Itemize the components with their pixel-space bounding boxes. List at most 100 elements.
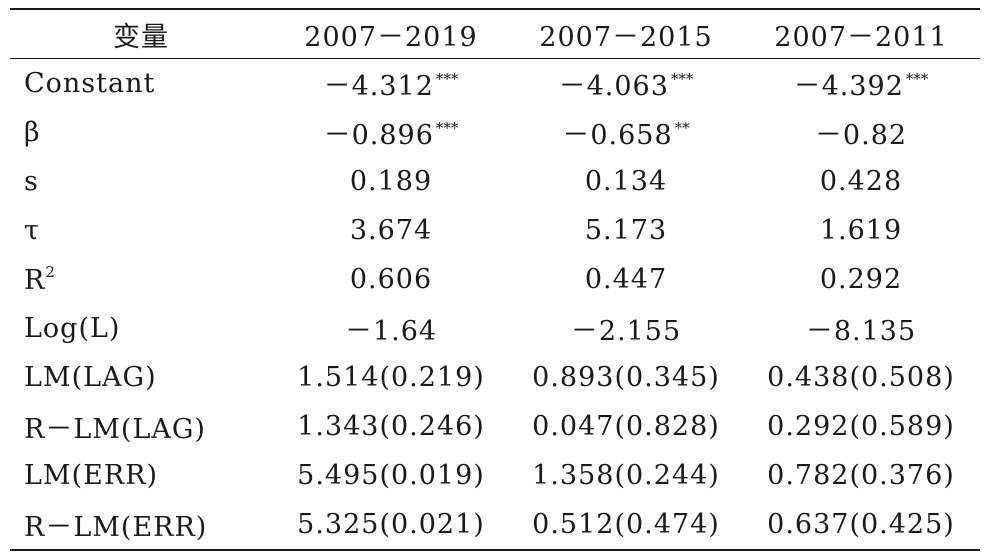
table-row: LM(ERR) 5.495(0.019) 1.358(0.244) 0.782(0.3… bbox=[10, 451, 980, 500]
variable-name: Log(L) bbox=[24, 313, 121, 344]
variable-name: R bbox=[24, 265, 46, 296]
cell-value: －0.658 bbox=[562, 120, 673, 151]
table-cell: 0.512(0.474) bbox=[510, 500, 742, 550]
cell-value: 0.893(0.345) bbox=[532, 362, 720, 393]
significance-stars: ** bbox=[674, 119, 690, 137]
table-cell: －4.392 *** bbox=[742, 59, 980, 109]
table-cell: 0.447 bbox=[510, 255, 742, 304]
table-cell: 0.637(0.425) bbox=[742, 500, 980, 550]
table-row: R－LM(ERR) 5.325(0.021) 0.512(0.474) 0.637(0… bbox=[10, 500, 980, 550]
row-variable-label: LM(LAG) bbox=[10, 353, 272, 402]
table-row: τ 3.674 5.173 1.619 bbox=[10, 206, 980, 255]
cell-value: 0.447 bbox=[584, 264, 668, 295]
regression-table: 变量 2007－2019 2007－2015 2007－2011 Constan… bbox=[10, 8, 980, 551]
variable-name: R－LM(ERR) bbox=[24, 512, 208, 543]
table-row: R2 0.606 0.447 0.292 bbox=[10, 255, 980, 304]
table-cell: －0.896 *** bbox=[272, 108, 510, 157]
table-cell: 5.495(0.019) bbox=[272, 451, 510, 500]
table-cell: 1.343(0.246) bbox=[272, 402, 510, 451]
table-cell: 3.674 bbox=[272, 206, 510, 255]
header-period-2007-2011: 2007－2011 bbox=[774, 21, 948, 53]
table-cell: 1.619 bbox=[742, 206, 980, 255]
row-variable-label: R－LM(ERR) bbox=[10, 500, 272, 550]
cell-value: 0.292(0.589) bbox=[767, 411, 955, 442]
significance-stars: *** bbox=[670, 70, 694, 88]
cell-value: －1.64 bbox=[344, 316, 438, 347]
significance-stars: *** bbox=[905, 70, 929, 88]
cell-value: 3.674 bbox=[349, 215, 433, 246]
cell-value: 1.619 bbox=[819, 215, 903, 246]
cell-value: 0.637(0.425) bbox=[767, 509, 955, 540]
table-cell: 5.173 bbox=[510, 206, 742, 255]
table-row: β －0.896 *** －0.658 ** －0.82 bbox=[10, 108, 980, 157]
cell-value: 0.047(0.828) bbox=[532, 411, 720, 442]
table-cell: －4.063 *** bbox=[510, 59, 742, 109]
cell-value: 1.343(0.246) bbox=[297, 411, 485, 442]
cell-value: －8.135 bbox=[805, 316, 917, 347]
table-body: Constant －4.312 *** －4.063 *** －4.392 *** β －0.8… bbox=[10, 59, 980, 550]
table-cell: 0.438(0.508) bbox=[742, 353, 980, 402]
table-cell: －0.658 ** bbox=[510, 108, 742, 157]
table-row: R－LM(LAG) 1.343(0.246) 0.047(0.828) 0.292(0… bbox=[10, 402, 980, 451]
table-cell: 5.325(0.021) bbox=[272, 500, 510, 550]
table-cell: －2.155 bbox=[510, 304, 742, 353]
cell-value: 0.189 bbox=[349, 166, 433, 197]
cell-value: 5.495(0.019) bbox=[297, 460, 485, 491]
table-cell: －1.64 bbox=[272, 304, 510, 353]
cell-value: －2.155 bbox=[570, 316, 682, 347]
table-cell: 0.606 bbox=[272, 255, 510, 304]
cell-value: －0.82 bbox=[814, 120, 908, 151]
cell-value: －4.312 bbox=[323, 71, 434, 102]
header-period-2007-2019: 2007－2019 bbox=[304, 21, 478, 53]
variable-name: β bbox=[24, 117, 41, 148]
table-row: Log(L) －1.64 －2.155 －8.135 bbox=[10, 304, 980, 353]
cell-value: 0.438(0.508) bbox=[767, 362, 955, 393]
header-variable: 变量 bbox=[113, 21, 169, 53]
significance-stars: *** bbox=[435, 119, 459, 137]
row-variable-label: s bbox=[10, 157, 272, 206]
table-row: s 0.189 0.134 0.428 bbox=[10, 157, 980, 206]
row-variable-label: R－LM(LAG) bbox=[10, 402, 272, 451]
row-variable-label: LM(ERR) bbox=[10, 451, 272, 500]
table-cell: 0.292(0.589) bbox=[742, 402, 980, 451]
row-variable-label: Constant bbox=[10, 59, 272, 109]
significance-stars: *** bbox=[435, 70, 459, 88]
table-cell: 1.358(0.244) bbox=[510, 451, 742, 500]
table-row: LM(LAG) 1.514(0.219) 0.893(0.345) 0.438(0.5… bbox=[10, 353, 980, 402]
table-cell: －8.135 bbox=[742, 304, 980, 353]
table-cell: 1.514(0.219) bbox=[272, 353, 510, 402]
regression-table-container: 变量 2007－2019 2007－2015 2007－2011 Constan… bbox=[10, 8, 980, 551]
variable-name: LM(LAG) bbox=[24, 362, 157, 393]
table-header: 变量 2007－2019 2007－2015 2007－2011 bbox=[10, 9, 980, 59]
cell-value: 5.325(0.021) bbox=[297, 509, 485, 540]
table-cell: 0.893(0.345) bbox=[510, 353, 742, 402]
table-row: Constant －4.312 *** －4.063 *** －4.392 *** bbox=[10, 59, 980, 109]
variable-name: Constant bbox=[24, 68, 156, 99]
table-cell: 0.782(0.376) bbox=[742, 451, 980, 500]
table-cell: 0.292 bbox=[742, 255, 980, 304]
cell-value: 0.512(0.474) bbox=[532, 509, 720, 540]
cell-value: －4.063 bbox=[558, 71, 669, 102]
variable-name: R－LM(LAG) bbox=[24, 414, 206, 445]
table-cell: －0.82 bbox=[742, 108, 980, 157]
cell-value: 0.782(0.376) bbox=[767, 460, 955, 491]
row-variable-label: R2 bbox=[10, 255, 272, 304]
table-cell: 0.134 bbox=[510, 157, 742, 206]
variable-name: s bbox=[24, 166, 39, 197]
cell-value: 0.428 bbox=[819, 166, 903, 197]
cell-value: －0.896 bbox=[323, 120, 434, 151]
header-row: 变量 2007－2019 2007－2015 2007－2011 bbox=[10, 9, 980, 59]
table-cell: 0.189 bbox=[272, 157, 510, 206]
row-variable-label: β bbox=[10, 108, 272, 157]
cell-value: 1.514(0.219) bbox=[297, 362, 485, 393]
cell-value: 0.134 bbox=[584, 166, 668, 197]
row-variable-label: τ bbox=[10, 206, 272, 255]
cell-value: 0.606 bbox=[349, 264, 433, 295]
table-cell: 0.047(0.828) bbox=[510, 402, 742, 451]
cell-value: －4.392 bbox=[793, 71, 904, 102]
row-variable-label: Log(L) bbox=[10, 304, 272, 353]
cell-value: 0.292 bbox=[819, 264, 903, 295]
header-period-2007-2015: 2007－2015 bbox=[539, 21, 713, 53]
variable-superscript: 2 bbox=[45, 263, 55, 281]
cell-value: 5.173 bbox=[584, 215, 668, 246]
